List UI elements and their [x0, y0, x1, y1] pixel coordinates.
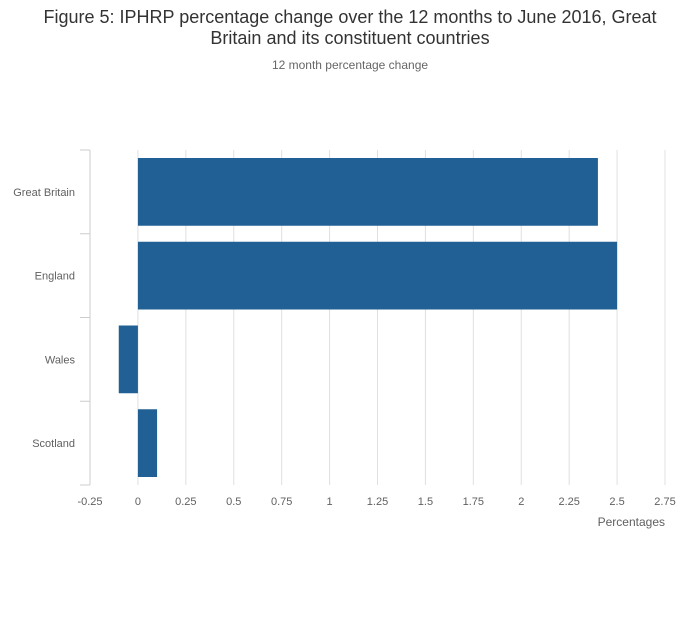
- x-tick-label: 1: [327, 496, 333, 508]
- bars: [118, 158, 618, 477]
- x-tick-label: -0.25: [77, 496, 102, 508]
- category-label: Wales: [45, 354, 76, 366]
- x-tick-label: 2.5: [609, 496, 624, 508]
- x-tick-label: 2.75: [654, 496, 675, 508]
- axes: [80, 149, 91, 486]
- x-tick-label: 2: [518, 496, 524, 508]
- category-label: Scotland: [32, 438, 75, 450]
- category-label: Great Britain: [13, 187, 75, 199]
- x-tick-label: 0.25: [175, 496, 196, 508]
- x-tick-label: 2.25: [558, 496, 579, 508]
- chart-title: Figure 5: IPHRP percentage change over t…: [43, 7, 657, 48]
- x-axis-title: Percentages: [598, 515, 665, 529]
- x-tick-label: 0.75: [271, 496, 292, 508]
- bar-scotland: [137, 409, 158, 477]
- x-tick-label: 1.5: [418, 496, 433, 508]
- tick-labels: -0.25 0 0.25 0.5 0.75 1 1.25 1.5 1.75 2 2.25 2.5 2.7…: [13, 187, 675, 508]
- x-tick-label: 0.5: [226, 496, 241, 508]
- x-tick-label: 1.75: [463, 496, 484, 508]
- bar-england: [137, 241, 618, 310]
- chart-subtitle: 12 month percentage change: [271, 58, 429, 72]
- category-label: England: [35, 271, 75, 283]
- bar-wales: [118, 325, 138, 394]
- x-tick-label: 1.25: [367, 496, 388, 508]
- bar-great-britain: [137, 158, 598, 226]
- x-tick-label: 0: [135, 496, 141, 508]
